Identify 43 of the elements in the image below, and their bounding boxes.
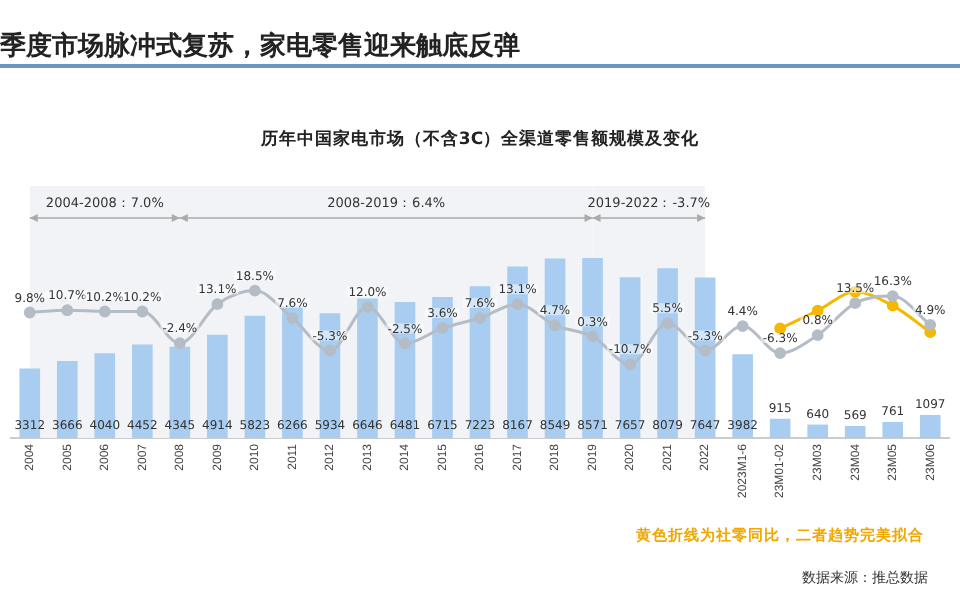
point [811, 329, 824, 342]
point [211, 298, 224, 311]
chart-subtitle: 历年中国家电市场（不含3C）全渠道零售额规模及变化 [258, 128, 702, 152]
bar [544, 258, 566, 438]
point [774, 347, 787, 359]
bar [94, 353, 116, 438]
point [699, 344, 712, 357]
bar [882, 421, 904, 438]
point [661, 317, 674, 330]
bar [732, 354, 753, 438]
point [549, 319, 561, 332]
point [474, 312, 486, 324]
bar [807, 424, 828, 438]
bar [919, 414, 941, 438]
point [924, 318, 937, 331]
chart-title: 季度市场脉冲式复苏，家电零售迎来触底反弹 [0, 29, 520, 64]
point [173, 337, 186, 350]
point [248, 284, 261, 297]
point [286, 312, 299, 324]
point [324, 344, 336, 357]
point [586, 330, 599, 343]
point [399, 337, 411, 350]
point [736, 320, 749, 332]
point [361, 301, 374, 313]
bar [469, 286, 491, 438]
point [886, 290, 899, 303]
bar [19, 368, 41, 438]
bar [169, 346, 191, 438]
point [136, 305, 149, 318]
point [849, 297, 862, 310]
bar [844, 426, 866, 438]
bar [56, 360, 78, 438]
bar [432, 296, 453, 438]
point [436, 322, 449, 335]
bar [244, 315, 266, 438]
point [511, 298, 524, 311]
bar [357, 298, 378, 438]
point [23, 306, 36, 319]
point [624, 358, 636, 371]
bar [769, 418, 791, 438]
point [61, 304, 74, 317]
point [98, 305, 111, 318]
bar [282, 306, 303, 438]
